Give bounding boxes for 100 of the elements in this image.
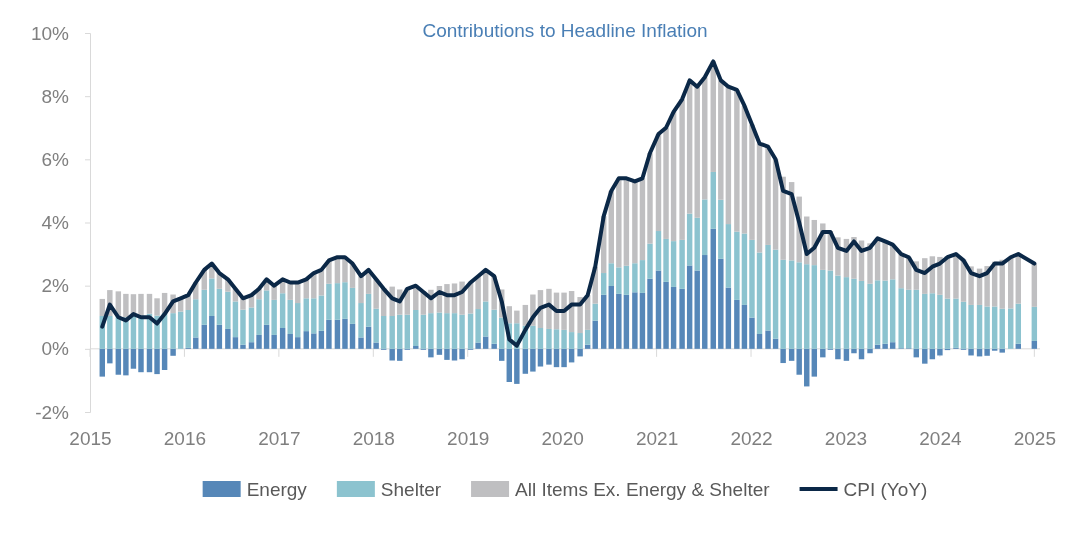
bar xyxy=(295,303,301,338)
bar xyxy=(240,309,246,345)
bar xyxy=(546,348,552,365)
bar xyxy=(444,313,450,349)
bar xyxy=(827,270,834,349)
bar xyxy=(334,319,341,349)
bar xyxy=(694,86,700,218)
bar xyxy=(444,348,450,360)
bar xyxy=(451,313,458,349)
bar xyxy=(358,303,364,338)
bar xyxy=(326,319,332,349)
x-tick-label: 2025 xyxy=(1013,428,1056,450)
bar xyxy=(623,178,630,266)
x-tick-label: 2021 xyxy=(635,428,679,450)
bar xyxy=(561,348,567,368)
bar xyxy=(138,348,144,373)
bar xyxy=(976,304,983,349)
bar xyxy=(349,323,356,349)
bar xyxy=(303,331,309,349)
bar xyxy=(889,342,896,349)
bar xyxy=(639,178,646,261)
bar xyxy=(358,276,364,304)
bar xyxy=(960,301,967,349)
bar xyxy=(858,280,865,349)
bar xyxy=(874,344,881,349)
bar xyxy=(420,314,427,349)
bar xyxy=(530,325,536,349)
bar xyxy=(623,265,630,295)
bar xyxy=(608,285,614,349)
bar xyxy=(413,309,419,346)
y-tick-label: 0% xyxy=(41,338,70,360)
bar xyxy=(756,252,763,334)
bar xyxy=(161,348,168,370)
bar xyxy=(984,348,990,356)
bar xyxy=(944,298,951,349)
bar xyxy=(248,307,255,343)
bar xyxy=(436,312,443,349)
bar xyxy=(608,263,614,286)
bar xyxy=(318,295,325,331)
bar xyxy=(639,292,646,349)
bar xyxy=(968,348,974,356)
bar xyxy=(655,270,662,349)
bar xyxy=(788,348,795,361)
bar xyxy=(679,288,685,349)
bar xyxy=(568,332,575,349)
x-tick-label: 2022 xyxy=(730,428,773,450)
bar xyxy=(380,315,387,349)
bar xyxy=(686,265,693,349)
bar xyxy=(499,348,505,361)
bar xyxy=(209,278,215,316)
bar xyxy=(397,348,403,361)
bar xyxy=(334,283,341,320)
bar xyxy=(616,293,622,349)
bar xyxy=(804,348,810,387)
bar xyxy=(428,348,434,358)
bar xyxy=(741,304,748,349)
y-tick-label: 4% xyxy=(41,212,70,234)
bar xyxy=(999,348,1005,353)
bar xyxy=(601,273,607,295)
bar xyxy=(107,315,113,349)
bar xyxy=(123,348,129,376)
bar xyxy=(999,308,1005,349)
bar xyxy=(898,288,904,349)
bar xyxy=(475,276,481,310)
bar xyxy=(193,299,199,338)
chart-title: Contributions to Headline Inflation xyxy=(422,20,708,41)
bar xyxy=(702,199,708,256)
bar xyxy=(506,348,512,382)
bar xyxy=(397,314,403,349)
bar xyxy=(804,264,810,349)
bar xyxy=(835,348,841,360)
bar xyxy=(851,278,857,349)
legend-label: CPI (YoY) xyxy=(843,479,928,500)
bar xyxy=(193,337,199,349)
bar xyxy=(749,317,755,349)
bar xyxy=(146,348,153,373)
bar xyxy=(522,348,529,374)
bar xyxy=(577,333,583,349)
bar xyxy=(984,306,990,349)
bar xyxy=(216,324,223,349)
bar xyxy=(922,293,928,349)
bar xyxy=(553,348,560,368)
bar xyxy=(279,327,286,349)
bar xyxy=(843,348,850,361)
x-tick-label: 2017 xyxy=(258,428,301,450)
bar xyxy=(882,280,888,344)
bar xyxy=(349,287,356,324)
line-series xyxy=(100,59,1037,348)
x-tick-label: 2018 xyxy=(352,428,395,450)
bar xyxy=(256,299,262,335)
legend-label: Shelter xyxy=(380,479,442,500)
bar xyxy=(788,260,795,349)
bar xyxy=(749,124,755,240)
bar xyxy=(710,171,716,229)
bar xyxy=(584,329,591,345)
bar xyxy=(342,318,348,349)
bar xyxy=(639,260,646,293)
bar xyxy=(451,348,458,361)
bar xyxy=(389,348,395,361)
bar xyxy=(1031,306,1038,341)
